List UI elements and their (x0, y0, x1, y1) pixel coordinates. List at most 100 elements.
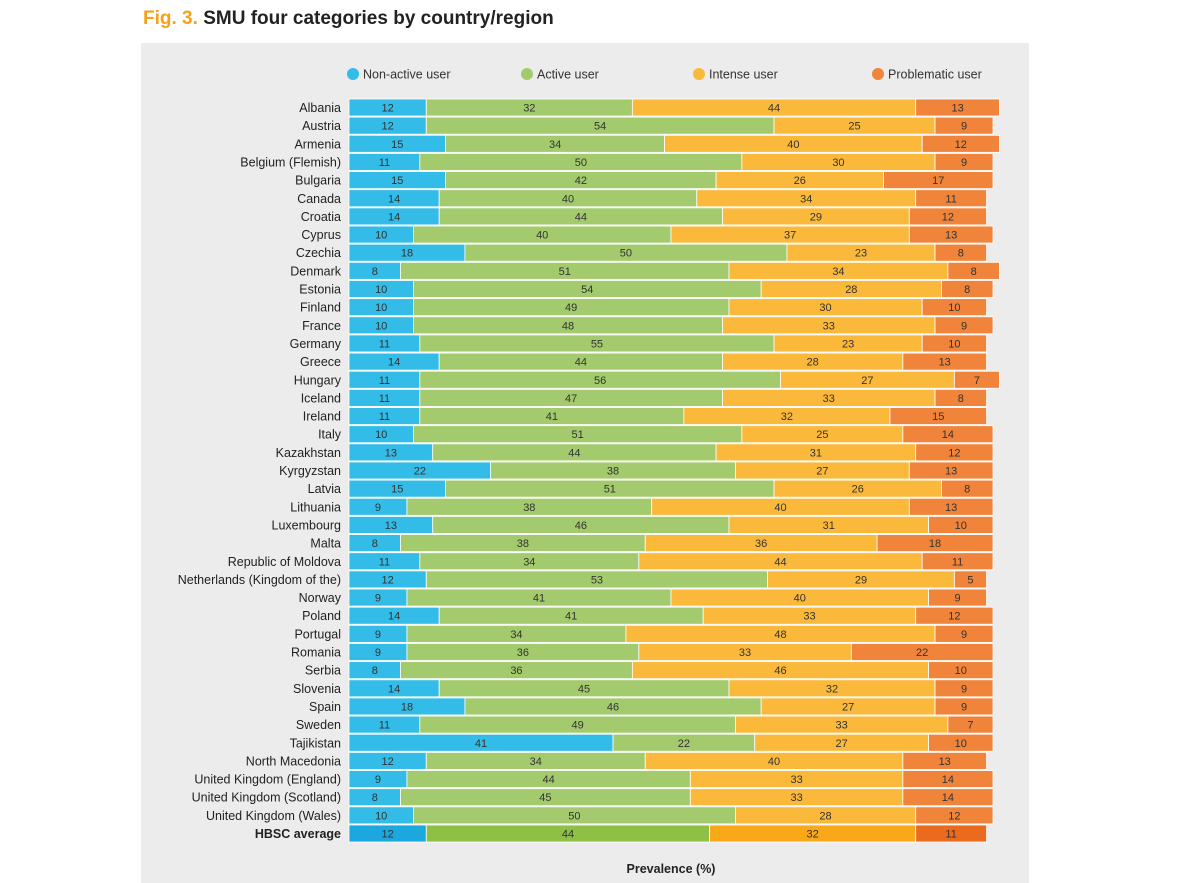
category-label: Ireland (303, 410, 341, 424)
data-label: 18 (929, 538, 941, 550)
data-label: 23 (855, 248, 867, 260)
category-label: Germany (290, 337, 342, 351)
data-label: 46 (774, 665, 786, 677)
data-label: 9 (375, 774, 381, 786)
data-label: 33 (739, 647, 751, 659)
data-label: 27 (842, 701, 854, 713)
legend-swatch (872, 68, 884, 80)
data-label: 48 (562, 320, 574, 332)
data-label: 50 (575, 157, 587, 169)
data-label: 32 (826, 683, 838, 695)
data-label: 34 (523, 556, 535, 568)
bar-segment (883, 171, 994, 190)
category-label: France (302, 319, 341, 333)
data-label: 36 (510, 665, 522, 677)
category-label: Albania (299, 101, 341, 115)
data-label: 12 (382, 121, 394, 133)
data-label: 37 (784, 230, 796, 242)
bar-segment (915, 98, 1000, 117)
category-label: Hungary (294, 373, 342, 387)
data-label: 11 (952, 556, 963, 568)
data-label: 8 (964, 284, 970, 296)
category-label: Kazakhstan (276, 446, 341, 460)
data-label: 34 (549, 139, 561, 151)
category-label: Armenia (294, 137, 341, 151)
data-label: 47 (565, 393, 577, 405)
data-label: 38 (517, 538, 529, 550)
bar-segment (915, 824, 987, 843)
data-label: 13 (385, 520, 397, 532)
data-label: 26 (794, 175, 806, 187)
category-label: HBSC average (255, 827, 341, 841)
x-axis-label: Prevalence (%) (627, 862, 716, 876)
bar-segment (947, 715, 994, 734)
data-label: 12 (382, 756, 394, 768)
data-label: 13 (951, 103, 963, 115)
data-label: 8 (958, 393, 964, 405)
data-label: 13 (945, 502, 957, 514)
bar-segment (902, 788, 994, 807)
bar-segment (876, 534, 994, 553)
data-label: 12 (382, 574, 394, 586)
data-label: 45 (578, 683, 590, 695)
data-label: 15 (391, 484, 403, 496)
category-label: Estonia (299, 283, 341, 297)
data-label: 41 (533, 593, 545, 605)
data-label: 11 (379, 338, 390, 350)
bar-segment (953, 370, 1000, 389)
data-label: 11 (945, 193, 956, 205)
data-label: 7 (974, 375, 980, 387)
category-label: Netherlands (Kingdom of the) (178, 573, 341, 587)
data-label: 40 (774, 502, 786, 514)
data-label: 13 (939, 357, 951, 369)
data-label: 11 (379, 556, 390, 568)
data-label: 9 (375, 647, 381, 659)
data-label: 34 (510, 629, 522, 641)
data-label: 33 (790, 792, 802, 804)
category-label: Republic of Moldova (228, 555, 341, 569)
data-label: 13 (945, 466, 957, 478)
data-label: 9 (961, 683, 967, 695)
data-label: 10 (955, 520, 967, 532)
bar-segment (915, 443, 994, 462)
data-label: 18 (401, 248, 413, 260)
data-label: 9 (375, 629, 381, 641)
data-label: 10 (955, 738, 967, 750)
category-label: Norway (299, 591, 342, 605)
data-label: 10 (375, 429, 387, 441)
data-label: 28 (845, 284, 857, 296)
category-label: Poland (302, 609, 341, 623)
data-label: 14 (942, 792, 954, 804)
data-label: 17 (932, 175, 944, 187)
data-label: 12 (948, 611, 960, 623)
bar-segment (921, 334, 987, 353)
data-label: 50 (620, 248, 632, 260)
category-label: Malta (310, 537, 341, 551)
bar-segment (928, 588, 987, 607)
bar-segment (902, 352, 987, 371)
category-label: Lithuania (290, 500, 341, 514)
bar-segment (908, 497, 994, 516)
data-label: 11 (379, 393, 390, 405)
data-label: 34 (832, 266, 844, 278)
data-label: 44 (568, 447, 580, 459)
data-label: 9 (375, 593, 381, 605)
data-label: 33 (823, 320, 835, 332)
data-label: 28 (819, 810, 831, 822)
data-label: 12 (955, 139, 967, 151)
bar-segment (953, 570, 987, 589)
data-label: 34 (530, 756, 542, 768)
data-label: 10 (375, 230, 387, 242)
data-label: 27 (861, 375, 873, 387)
data-label: 11 (379, 157, 390, 169)
bar-segment (921, 552, 994, 571)
data-label: 40 (794, 593, 806, 605)
data-label: 54 (581, 284, 593, 296)
data-label: 14 (942, 429, 954, 441)
data-label: 8 (372, 266, 378, 278)
bar-segment (928, 733, 994, 752)
data-label: 25 (848, 121, 860, 133)
data-label: 22 (414, 466, 426, 478)
data-label: 15 (932, 411, 944, 423)
stacked-bar-chart: Non-active user Active user Intense user Pr… (178, 68, 1000, 876)
